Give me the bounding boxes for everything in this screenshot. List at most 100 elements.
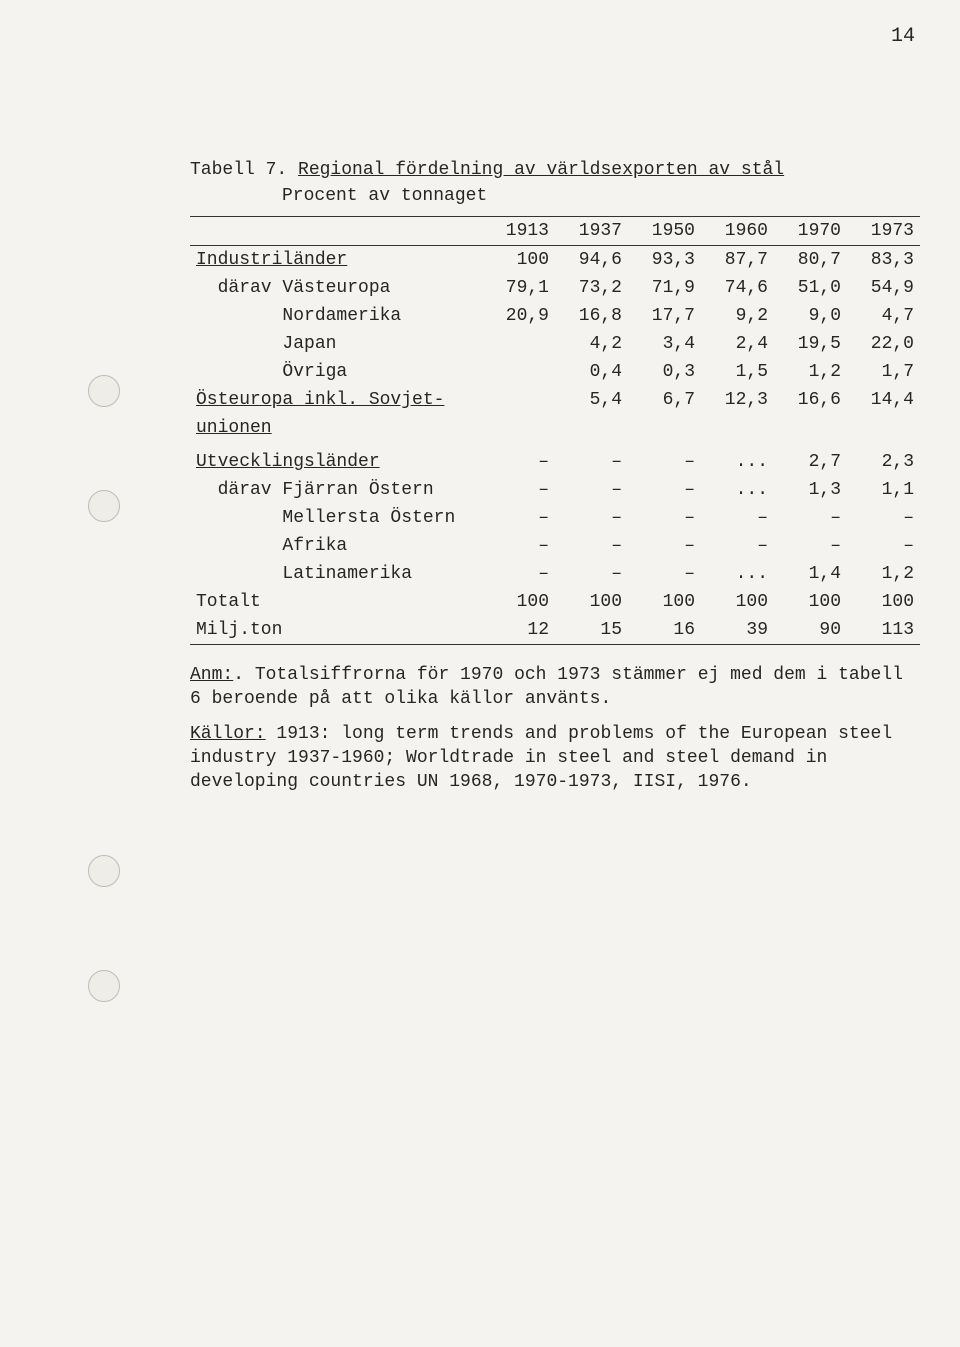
cell: 94,6 [555, 246, 628, 275]
cell: 16,6 [774, 386, 847, 414]
cell: 14,4 [847, 386, 920, 414]
cell: 71,9 [628, 274, 701, 302]
table-row: Utvecklingsländer –––...2,72,3 [190, 448, 920, 476]
cell: – [555, 532, 628, 560]
cell: 51,0 [774, 274, 847, 302]
table-caption: Tabell 7. Regional fördelning av världse… [190, 160, 920, 180]
cell: – [482, 560, 555, 588]
cell: – [555, 476, 628, 504]
cell: ... [701, 448, 774, 476]
cell: – [628, 504, 701, 532]
note-label: Källor: [190, 724, 266, 744]
cell: – [847, 504, 920, 532]
col-header: 1960 [701, 217, 774, 246]
table-row: Mellersta Östern –––––– [190, 504, 920, 532]
cell: ... [701, 476, 774, 504]
punch-hole-icon [88, 375, 120, 407]
punch-hole-icon [88, 855, 120, 887]
cell: 6,7 [628, 386, 701, 414]
col-header: 1950 [628, 217, 701, 246]
cell: 1,2 [774, 358, 847, 386]
cell: 2,7 [774, 448, 847, 476]
row-label: Mellersta Östern [190, 504, 482, 532]
row-label: Japan [190, 330, 482, 358]
note-kallor: Källor: 1913: long term trends and probl… [190, 722, 920, 795]
cell: 1,1 [847, 476, 920, 504]
cell: 87,7 [701, 246, 774, 275]
cell: 39 [701, 616, 774, 645]
table-notes: Anm:. Totalsiffrorna för 1970 och 1973 s… [190, 663, 920, 794]
cell: 12,3 [701, 386, 774, 414]
table-row: Afrika –––––– [190, 532, 920, 560]
cell: 1,5 [701, 358, 774, 386]
table-row-total: Totalt 100100100100100100 [190, 588, 920, 616]
table-row: Östeuropa inkl. Sovjet- 5,46,712,316,614… [190, 386, 920, 414]
row-label: Latinamerika [190, 560, 482, 588]
cell: 9,0 [774, 302, 847, 330]
cell: 1,2 [847, 560, 920, 588]
row-label: därav Västeuropa [190, 274, 482, 302]
data-table: 1913 1937 1950 1960 1970 1973 Industrilä… [190, 216, 920, 645]
row-label: Milj.ton [190, 616, 482, 645]
row-label: Östeuropa inkl. Sovjet- [190, 386, 482, 414]
cell: 100 [555, 588, 628, 616]
cell: – [482, 532, 555, 560]
col-header: 1973 [847, 217, 920, 246]
cell: ... [701, 560, 774, 588]
note-text: 1913: long term trends and problems of t… [190, 724, 892, 793]
cell: – [628, 448, 701, 476]
caption-prefix: Tabell 7. [190, 160, 298, 180]
cell: 100 [847, 588, 920, 616]
table-row: Latinamerika –––...1,41,2 [190, 560, 920, 588]
cell: – [847, 532, 920, 560]
cell: 1,7 [847, 358, 920, 386]
col-header: 1937 [555, 217, 628, 246]
cell: 2,3 [847, 448, 920, 476]
cell: 100 [701, 588, 774, 616]
table-row: Japan 4,23,42,419,522,0 [190, 330, 920, 358]
cell: – [628, 532, 701, 560]
cell [482, 386, 555, 414]
punch-hole-icon [88, 970, 120, 1002]
cell: 100 [482, 246, 555, 275]
cell: 19,5 [774, 330, 847, 358]
row-label: därav Fjärran Östern [190, 476, 482, 504]
cell: 93,3 [628, 246, 701, 275]
cell: 22,0 [847, 330, 920, 358]
note-label: Anm: [190, 665, 233, 685]
table-row: Övriga 0,40,31,51,21,7 [190, 358, 920, 386]
cell: 12 [482, 616, 555, 645]
cell: 16,8 [555, 302, 628, 330]
cell: – [555, 448, 628, 476]
cell: – [628, 476, 701, 504]
cell [482, 358, 555, 386]
cell: 1,4 [774, 560, 847, 588]
cell: 80,7 [774, 246, 847, 275]
table-row: Nordamerika 20,916,817,79,29,04,7 [190, 302, 920, 330]
col-header: 1970 [774, 217, 847, 246]
page: 14 Tabell 7. Regional fördelning av värl… [0, 0, 960, 1347]
cell: 79,1 [482, 274, 555, 302]
cell: 83,3 [847, 246, 920, 275]
cell: 4,2 [555, 330, 628, 358]
cell: – [482, 504, 555, 532]
cell: 4,7 [847, 302, 920, 330]
cell: 17,7 [628, 302, 701, 330]
table-row: därav Fjärran Östern –––...1,31,1 [190, 476, 920, 504]
row-label: Afrika [190, 532, 482, 560]
cell: – [774, 504, 847, 532]
cell: – [555, 560, 628, 588]
cell: 0,4 [555, 358, 628, 386]
cell: – [701, 532, 774, 560]
col-header [190, 217, 482, 246]
row-label: Industriländer [190, 246, 482, 275]
page-number: 14 [891, 25, 915, 48]
cell: 20,9 [482, 302, 555, 330]
table-header-row: 1913 1937 1950 1960 1970 1973 [190, 217, 920, 246]
cell: 100 [774, 588, 847, 616]
table-row-total: Milj.ton 1215163990113 [190, 616, 920, 645]
table-body: Industriländer 10094,693,387,780,783,3 d… [190, 246, 920, 645]
table-subcaption: Procent av tonnaget [282, 186, 920, 206]
note-text: . Totalsiffrorna för 1970 och 1973 stämm… [190, 665, 903, 709]
cell: 74,6 [701, 274, 774, 302]
